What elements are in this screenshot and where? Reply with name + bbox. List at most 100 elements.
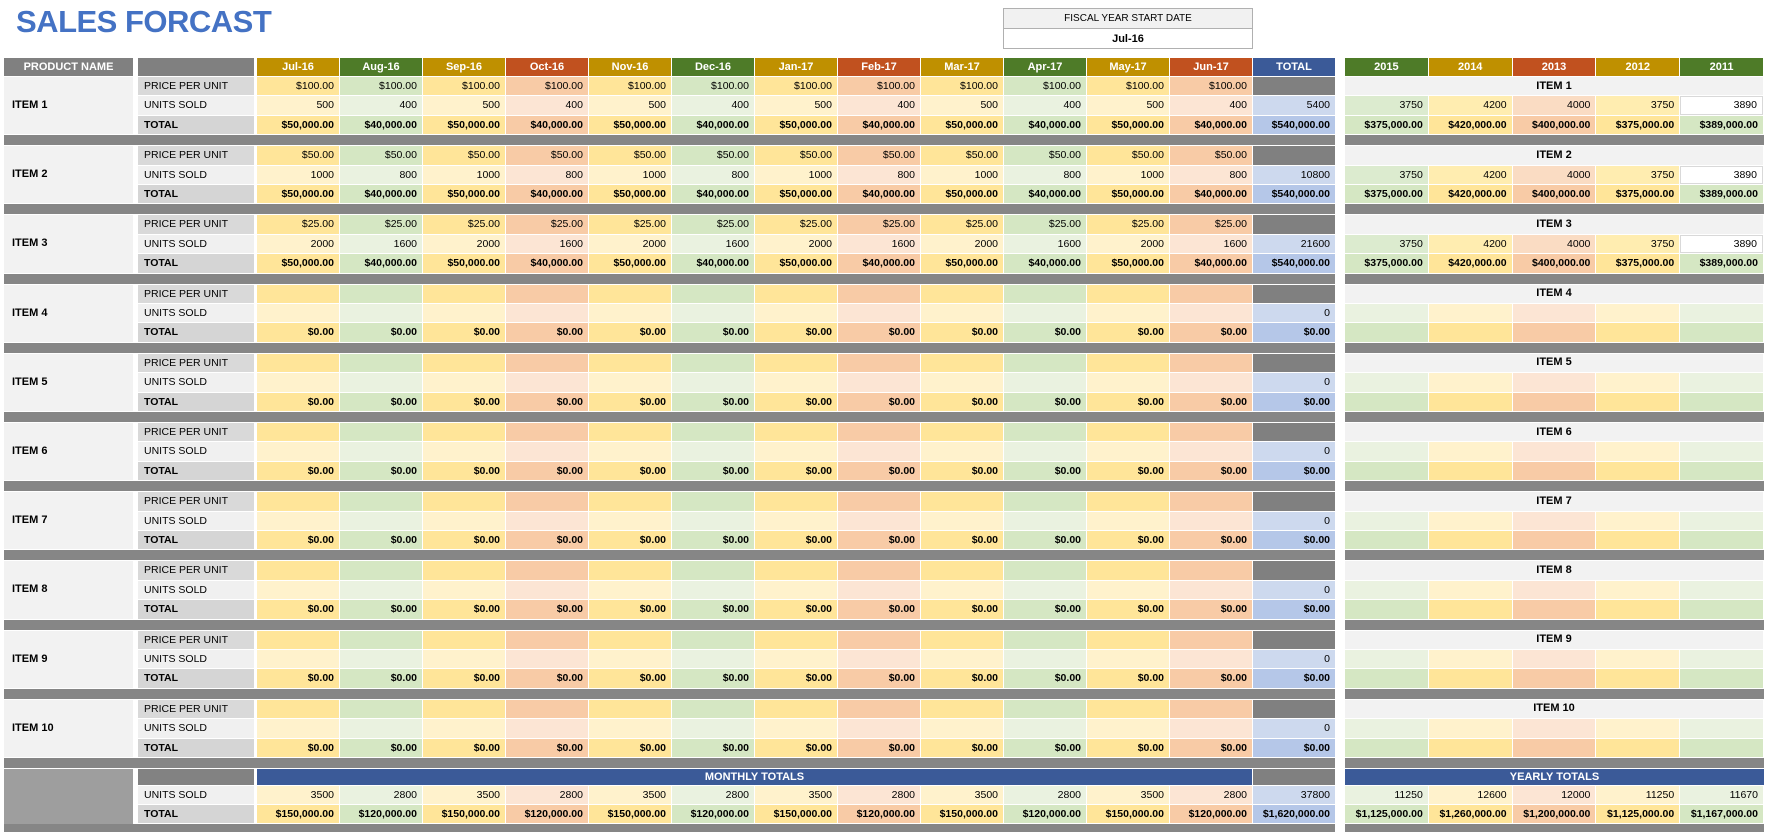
year-total-cell[interactable]: $420,000.00 bbox=[1428, 185, 1512, 204]
month-total-cell[interactable]: $40,000.00 bbox=[672, 115, 754, 135]
price-cell[interactable]: $50.00 bbox=[423, 146, 505, 165]
price-cell[interactable] bbox=[1087, 353, 1169, 373]
year-total-cell[interactable] bbox=[1428, 669, 1512, 688]
units-cell[interactable] bbox=[755, 511, 837, 530]
month-total-cell[interactable]: $40,000.00 bbox=[1004, 254, 1086, 273]
units-total-cell[interactable]: 0 bbox=[1253, 304, 1335, 323]
month-total-cell[interactable]: $0.00 bbox=[1087, 392, 1169, 411]
price-cell[interactable] bbox=[672, 423, 754, 442]
year-units-cell[interactable] bbox=[1345, 650, 1428, 669]
monthly-total-cell[interactable]: $150,000.00 bbox=[921, 805, 1003, 823]
units-cell[interactable] bbox=[755, 580, 837, 600]
units-cell[interactable] bbox=[838, 511, 920, 530]
units-cell[interactable] bbox=[340, 442, 422, 461]
year-total-cell[interactable] bbox=[1680, 531, 1763, 550]
year-total-cell[interactable] bbox=[1428, 738, 1512, 757]
year-total-cell[interactable]: $420,000.00 bbox=[1428, 254, 1512, 273]
month-total-cell[interactable]: $0.00 bbox=[1004, 738, 1086, 757]
month-total-cell[interactable]: $0.00 bbox=[1004, 669, 1086, 688]
month-total-cell[interactable]: $50,000.00 bbox=[423, 115, 505, 135]
month-total-cell[interactable]: $0.00 bbox=[423, 531, 505, 550]
year-units-cell[interactable]: 3890 bbox=[1680, 234, 1763, 254]
price-cell[interactable]: $100.00 bbox=[589, 77, 671, 96]
year-units-cell[interactable] bbox=[1428, 442, 1512, 461]
price-cell[interactable] bbox=[755, 423, 837, 442]
month-total-cell[interactable]: $50,000.00 bbox=[755, 185, 837, 204]
units-cell[interactable] bbox=[672, 373, 754, 392]
month-total-cell[interactable]: $0.00 bbox=[1170, 669, 1252, 688]
month-total-cell[interactable]: $0.00 bbox=[257, 461, 339, 481]
year-total-cell[interactable] bbox=[1428, 461, 1512, 481]
price-cell[interactable]: $25.00 bbox=[672, 215, 754, 234]
year-units-cell[interactable] bbox=[1345, 580, 1428, 600]
month-total-cell[interactable]: $0.00 bbox=[672, 669, 754, 688]
price-cell[interactable]: $100.00 bbox=[257, 77, 339, 96]
units-cell[interactable] bbox=[921, 511, 1003, 530]
month-total-cell[interactable]: $0.00 bbox=[506, 600, 588, 619]
units-cell[interactable]: 500 bbox=[1087, 96, 1169, 115]
monthly-units-cell[interactable]: 2800 bbox=[340, 786, 422, 804]
year-total-cell[interactable]: $420,000.00 bbox=[1428, 115, 1512, 135]
year-units-cell[interactable] bbox=[1428, 304, 1512, 323]
price-cell[interactable] bbox=[506, 492, 588, 511]
units-cell[interactable]: 400 bbox=[838, 96, 920, 115]
month-total-cell[interactable]: $50,000.00 bbox=[257, 254, 339, 273]
year-units-cell[interactable] bbox=[1428, 511, 1512, 530]
year-units-cell[interactable] bbox=[1680, 442, 1763, 461]
month-total-cell[interactable]: $0.00 bbox=[506, 461, 588, 481]
units-cell[interactable] bbox=[1004, 304, 1086, 323]
year-units-cell[interactable]: 4200 bbox=[1428, 234, 1512, 254]
units-cell[interactable] bbox=[340, 580, 422, 600]
price-cell[interactable] bbox=[1170, 561, 1252, 580]
units-cell[interactable] bbox=[506, 373, 588, 392]
price-cell[interactable]: $25.00 bbox=[755, 215, 837, 234]
year-units-cell[interactable]: 3890 bbox=[1680, 165, 1763, 184]
year-total-cell[interactable] bbox=[1512, 392, 1596, 411]
month-total-cell[interactable]: $0.00 bbox=[672, 461, 754, 481]
price-cell[interactable] bbox=[506, 561, 588, 580]
units-cell[interactable] bbox=[921, 650, 1003, 669]
units-cell[interactable] bbox=[838, 373, 920, 392]
price-cell[interactable] bbox=[423, 561, 505, 580]
units-cell[interactable] bbox=[423, 511, 505, 530]
year-units-cell[interactable]: 3750 bbox=[1345, 96, 1428, 115]
month-total-cell[interactable]: $0.00 bbox=[755, 600, 837, 619]
monthly-units-grand-cell[interactable]: 37800 bbox=[1253, 786, 1335, 804]
month-total-cell[interactable]: $50,000.00 bbox=[921, 254, 1003, 273]
year-total-cell[interactable] bbox=[1345, 531, 1428, 550]
month-total-cell[interactable]: $50,000.00 bbox=[755, 254, 837, 273]
units-cell[interactable] bbox=[340, 719, 422, 738]
year-total-cell[interactable]: $375,000.00 bbox=[1596, 185, 1680, 204]
monthly-units-cell[interactable]: 3500 bbox=[921, 786, 1003, 804]
units-cell[interactable] bbox=[1087, 373, 1169, 392]
units-cell[interactable]: 500 bbox=[921, 96, 1003, 115]
units-cell[interactable] bbox=[257, 580, 339, 600]
year-total-cell[interactable] bbox=[1596, 669, 1680, 688]
units-cell[interactable]: 1600 bbox=[1004, 234, 1086, 254]
yearly-units-cell[interactable]: 11670 bbox=[1680, 786, 1763, 804]
units-cell[interactable] bbox=[506, 719, 588, 738]
month-total-cell[interactable]: $0.00 bbox=[838, 323, 920, 342]
price-cell[interactable] bbox=[589, 423, 671, 442]
month-total-cell[interactable]: $50,000.00 bbox=[589, 185, 671, 204]
month-total-cell[interactable]: $0.00 bbox=[1087, 531, 1169, 550]
monthly-total-cell[interactable]: $120,000.00 bbox=[1170, 805, 1252, 823]
units-cell[interactable] bbox=[672, 442, 754, 461]
year-total-cell[interactable] bbox=[1680, 461, 1763, 481]
units-cell[interactable] bbox=[1170, 719, 1252, 738]
units-cell[interactable]: 400 bbox=[340, 96, 422, 115]
monthly-total-cell[interactable]: $120,000.00 bbox=[672, 805, 754, 823]
units-cell[interactable]: 1600 bbox=[838, 234, 920, 254]
price-cell[interactable] bbox=[838, 492, 920, 511]
year-total-cell[interactable] bbox=[1345, 392, 1428, 411]
year-total-cell[interactable] bbox=[1512, 738, 1596, 757]
month-total-cell[interactable]: $0.00 bbox=[1170, 323, 1252, 342]
month-total-cell[interactable]: $0.00 bbox=[423, 461, 505, 481]
units-cell[interactable]: 2000 bbox=[257, 234, 339, 254]
year-total-cell[interactable] bbox=[1680, 323, 1763, 342]
units-cell[interactable] bbox=[838, 580, 920, 600]
units-cell[interactable] bbox=[1170, 580, 1252, 600]
units-cell[interactable] bbox=[340, 650, 422, 669]
month-total-cell[interactable]: $0.00 bbox=[1004, 600, 1086, 619]
units-cell[interactable] bbox=[1170, 442, 1252, 461]
